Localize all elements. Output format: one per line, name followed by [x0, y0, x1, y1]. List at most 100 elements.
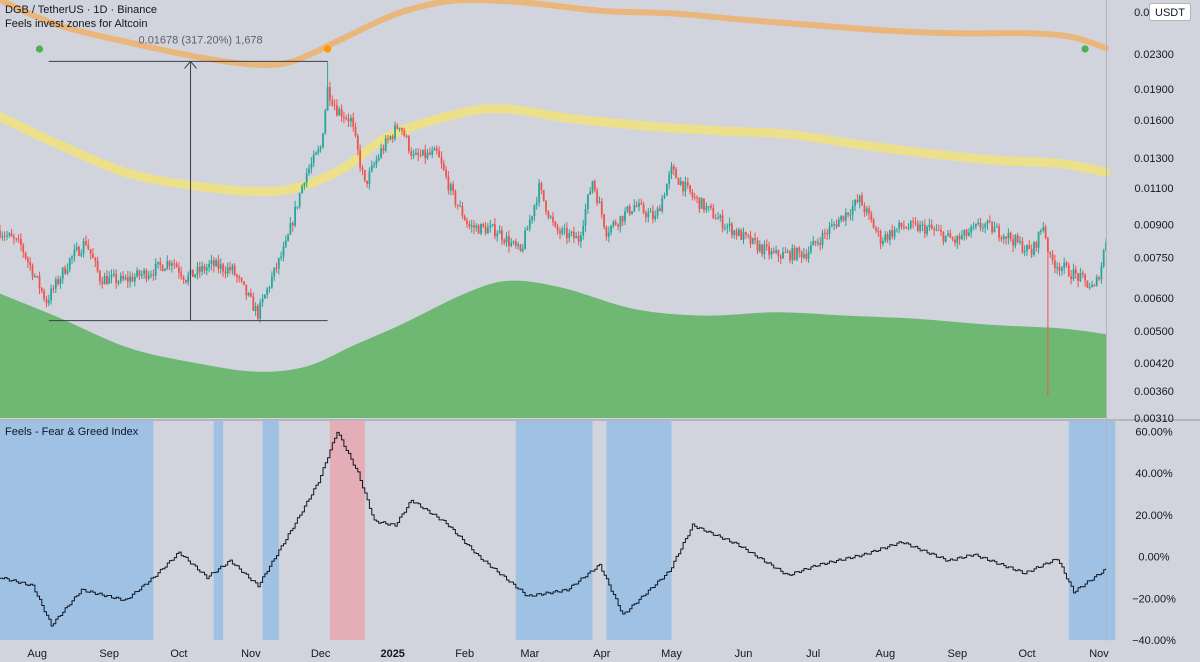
candle-body [617, 224, 619, 227]
candle-body [686, 182, 689, 186]
date-tick-label: Feb [455, 648, 474, 660]
candle-body [368, 171, 371, 184]
currency-button[interactable]: USDT [1149, 3, 1191, 21]
date-tick-label: 2025 [380, 648, 404, 660]
sentiment-tick-label: −20.00% [1132, 593, 1176, 605]
candle-body [154, 263, 157, 276]
candle-body [343, 116, 345, 118]
candle-body [280, 256, 282, 259]
candle-body [294, 206, 296, 226]
candle-body [82, 241, 85, 254]
candle-body [459, 205, 461, 207]
candle-body [691, 192, 694, 197]
candle-body [903, 226, 905, 228]
candle-body [175, 264, 178, 268]
candle-body [826, 233, 829, 235]
candle-body [373, 164, 375, 166]
candle-body [71, 256, 73, 259]
candle-body [814, 240, 817, 244]
fear-zone [606, 421, 672, 640]
candle-body [872, 219, 875, 229]
candle-body [640, 203, 643, 205]
candle-body [461, 205, 464, 217]
candle-body [382, 148, 385, 151]
candle-body [926, 227, 928, 234]
candle-body [789, 251, 791, 261]
candle-body [1016, 235, 1019, 243]
candle-body [296, 206, 299, 208]
candle-body [147, 275, 150, 279]
candle-body [935, 229, 938, 231]
candle-body [610, 225, 612, 233]
candle-body [919, 224, 921, 231]
candle-body [668, 174, 671, 184]
candle-body [933, 228, 935, 230]
candle-body [435, 148, 438, 151]
candle-body [870, 213, 873, 220]
candle-body [1037, 231, 1040, 248]
candle-body [891, 230, 894, 237]
candle-body [117, 281, 120, 284]
candle-body [844, 212, 847, 221]
candle-body [940, 230, 942, 232]
candle-body [661, 197, 664, 212]
candle-body [561, 228, 564, 234]
candle-body [882, 240, 884, 244]
candle-body [889, 230, 891, 240]
candle-body [756, 240, 759, 252]
candle-body [440, 157, 443, 164]
candle-body [1054, 260, 1056, 269]
candle-body [259, 302, 262, 319]
date-tick-label: Jun [735, 648, 753, 660]
candle-body [1056, 267, 1059, 269]
candle-body [424, 149, 427, 159]
candle-body [828, 226, 831, 234]
candle-body [27, 258, 29, 262]
date-tick-label: Sep [948, 648, 968, 660]
candle-body [670, 166, 673, 175]
candle-body [73, 249, 76, 257]
candle-body [793, 247, 796, 260]
candle-body [947, 233, 949, 236]
candle-body [549, 216, 552, 218]
candle-body [363, 170, 366, 181]
candle-body [20, 238, 22, 245]
candle-body [377, 157, 380, 161]
candle-body [391, 136, 394, 139]
candle-body [649, 211, 652, 213]
candle-body [524, 230, 526, 249]
candle-body [784, 252, 787, 253]
date-tick-label: Oct [1018, 648, 1035, 660]
candle-body [1065, 262, 1068, 265]
candle-body [250, 293, 252, 297]
candle-body [849, 214, 852, 216]
candle-body [1033, 242, 1035, 255]
candle-body [703, 198, 705, 211]
candle-body [1095, 277, 1098, 286]
date-tick-label: Aug [876, 648, 896, 660]
candle-body [1047, 238, 1049, 252]
candle-body [145, 270, 148, 279]
candle-body [835, 224, 838, 227]
candle-body [724, 227, 726, 229]
price-tick-label: 0.02300 [1134, 49, 1174, 61]
candle-body [803, 254, 805, 258]
candle-body [747, 234, 750, 236]
candle-body [491, 224, 494, 226]
candle-body [568, 233, 571, 239]
candle-body [1072, 269, 1075, 279]
candle-body [633, 205, 636, 212]
price-tick-label: 0.00750 [1134, 253, 1174, 265]
candle-body [858, 195, 861, 203]
candle-body [607, 232, 610, 237]
candle-body [31, 265, 34, 277]
greed-zone [329, 421, 365, 640]
candle-body [445, 169, 447, 177]
candle-body [986, 220, 989, 225]
candle-body [731, 223, 733, 236]
candle-body [570, 231, 573, 234]
candle-body [408, 136, 410, 152]
candle-body [303, 182, 306, 186]
candle-body [454, 191, 457, 205]
